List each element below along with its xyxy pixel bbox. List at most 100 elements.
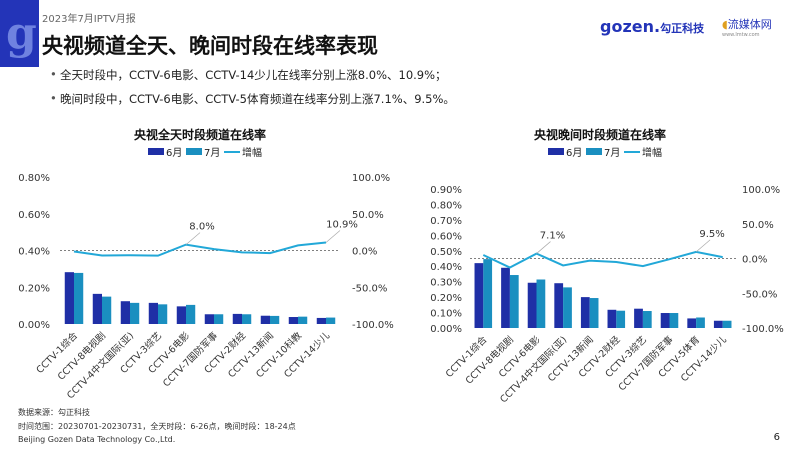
bar-7月 — [186, 304, 196, 324]
bar-6月 — [92, 293, 102, 324]
legend-swatch-0 — [548, 148, 564, 155]
annotation-label: 9.5% — [699, 229, 724, 240]
y-tick-right: -100.0% — [352, 320, 394, 331]
legend-label: 增幅 — [642, 146, 662, 159]
bar-6月 — [64, 272, 74, 324]
bar-6月 — [316, 317, 326, 324]
y-tick-right: 50.0% — [352, 210, 384, 221]
bar-7月 — [563, 287, 572, 328]
bar-6月 — [204, 314, 214, 324]
bar-7月 — [642, 311, 652, 328]
data-source: 数据来源：勾正科技 — [18, 408, 90, 417]
lmtw-logo: ◖流媒体网 www.lmtw.com — [722, 18, 772, 38]
report-logo-block: g — [0, 0, 39, 67]
g-logo-icon: g — [6, 8, 37, 59]
bar-7月 — [326, 317, 336, 324]
annotation-label: 8.0% — [189, 222, 214, 233]
bar-7月 — [270, 315, 280, 324]
legend-swatch-0 — [148, 148, 164, 155]
y-tick-left: 0.20% — [18, 283, 50, 294]
gozen-logo: gozen.勾正科技 — [600, 17, 705, 36]
bar-7月 — [722, 320, 732, 328]
bar-7月 — [130, 302, 140, 324]
bar-7月 — [696, 317, 705, 328]
annotation-label: 10.9% — [326, 219, 358, 230]
bar-7月 — [158, 304, 168, 324]
legend-label: 6月 — [566, 147, 582, 159]
bar-6月 — [713, 320, 723, 328]
bar-6月 — [232, 313, 242, 324]
bar-6月 — [580, 297, 590, 328]
legend-swatch-1 — [186, 148, 202, 155]
y-tick-right: 0.0% — [352, 247, 377, 258]
bar-6月 — [660, 313, 670, 328]
legend-swatch-1 — [586, 148, 602, 155]
annotation-leader — [536, 241, 551, 254]
bar-7月 — [102, 296, 112, 324]
x-tick-label: CCTV-13新闻 — [545, 334, 596, 385]
annotation-label: 7.1% — [540, 231, 565, 242]
growth-line — [482, 250, 723, 269]
y-tick-left: 0.30% — [430, 278, 462, 289]
y-tick-left: 0.40% — [18, 247, 50, 258]
y-tick-left: 0.00% — [18, 320, 50, 331]
growth-line — [73, 241, 327, 257]
bar-7月 — [298, 316, 308, 324]
bar-6月 — [501, 267, 510, 328]
bar-6月 — [554, 283, 564, 328]
bar-6月 — [260, 315, 270, 324]
bar-7月 — [509, 275, 519, 328]
chart-title: 央视全天时段频道在线率 — [134, 127, 266, 142]
bullet-allday: 全天时段中，CCTV-6电影、CCTV-14少儿在线率分别上涨8.0%、10.9… — [50, 67, 447, 83]
y-tick-right: 0.0% — [742, 255, 767, 266]
y-tick-left: 0.10% — [430, 309, 462, 320]
bar-6月 — [176, 306, 186, 324]
bar-6月 — [288, 317, 298, 324]
bar-6月 — [148, 302, 158, 324]
legend-label: 增幅 — [242, 146, 262, 159]
bar-6月 — [527, 282, 537, 328]
bar-7月 — [616, 310, 626, 328]
time-range: 时间范围：20230701-20230731，全天时段：6-26点，晚间时段：1… — [18, 422, 296, 431]
y-tick-left: 0.00% — [430, 324, 462, 335]
chart-evening: 央视晚间时段频道在线率 6月 7月 增幅 0.00% 0.10% 0.20% 0.30% 0.4… — [430, 127, 784, 405]
bar-7月 — [669, 313, 679, 328]
y-tick-left: 0.60% — [430, 231, 462, 242]
bar-6月 — [687, 318, 697, 328]
x-tick-label: CCTV-8电视剧 — [55, 330, 108, 383]
bar-7月 — [214, 314, 224, 324]
y-tick-right: -100.0% — [742, 324, 784, 335]
bar-7月 — [589, 298, 599, 328]
report-name: 2023年7月IPTV月报 — [42, 14, 136, 25]
bar-6月 — [474, 263, 484, 328]
bar-7月 — [483, 259, 493, 328]
legend-label: 6月 — [166, 147, 182, 159]
bar-7月 — [74, 272, 84, 324]
y-tick-left: 0.40% — [430, 262, 462, 273]
page-number: 6 — [773, 432, 780, 443]
legend-label: 7月 — [204, 147, 220, 159]
legend-label: 7月 — [604, 147, 620, 159]
y-tick-left: 0.20% — [430, 293, 462, 304]
annotation-leader — [325, 230, 341, 243]
y-tick-right: 100.0% — [352, 173, 390, 184]
page-title: 央视频道全天、晚间时段在线率表现 — [42, 34, 378, 58]
company-name: Beijing Gozen Data Technology Co.,Ltd. — [18, 435, 176, 444]
annotation-leader — [185, 232, 201, 245]
bar-6月 — [634, 308, 643, 328]
bar-6月 — [120, 301, 130, 324]
chart-title: 央视晚间时段频道在线率 — [534, 127, 666, 142]
y-tick-left: 0.90% — [430, 185, 462, 196]
y-tick-left: 0.60% — [18, 210, 50, 221]
bar-7月 — [242, 314, 252, 324]
y-tick-left: 0.80% — [18, 173, 50, 184]
y-tick-right: 50.0% — [742, 220, 774, 231]
annotation-leader — [695, 239, 711, 253]
y-tick-right: 100.0% — [742, 185, 780, 196]
y-tick-left: 0.50% — [430, 247, 462, 258]
bar-6月 — [607, 309, 617, 328]
y-tick-left: 0.70% — [430, 216, 462, 227]
y-tick-left: 0.80% — [430, 200, 462, 211]
chart-allday: 央视全天时段频道在线率 6月 7月 增幅 0.00% 0.20% 0.40% 0.60% 0.8… — [18, 127, 394, 401]
bullet-evening: 晚间时段中，CCTV-6电影、CCTV-5体育频道在线率分别上涨7.1%、9.5… — [50, 91, 455, 107]
